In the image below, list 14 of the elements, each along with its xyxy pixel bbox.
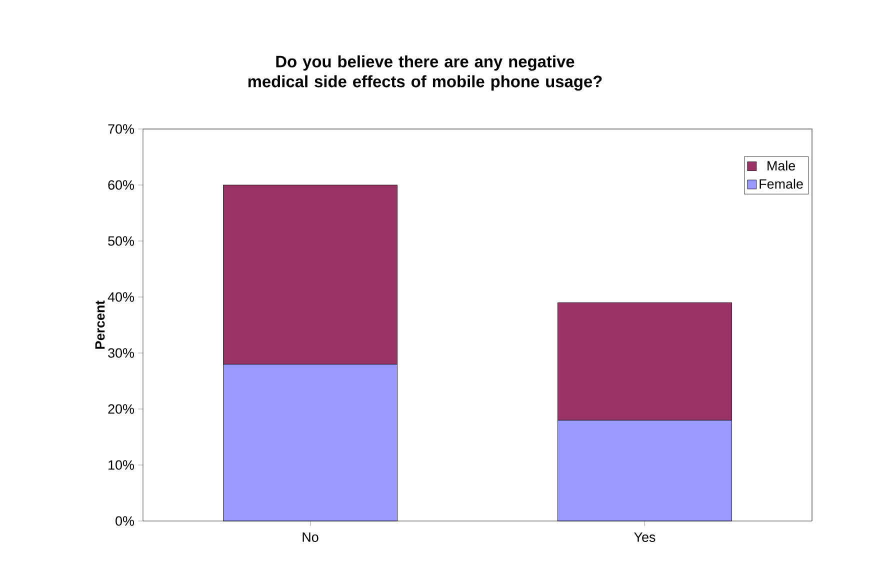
y-tick-label: 60% xyxy=(108,180,134,190)
x-tick-label: Yes xyxy=(634,532,656,542)
y-axis-title: Percent xyxy=(95,300,105,349)
y-tick-label: 0% xyxy=(116,516,134,526)
y-tick-label: 10% xyxy=(108,460,134,470)
y-tick-label: 40% xyxy=(108,292,134,302)
legend-label: Male xyxy=(768,160,796,170)
y-tick-label: 50% xyxy=(108,236,134,246)
y-tick-label: 30% xyxy=(108,348,134,358)
y-tick-label: 70% xyxy=(108,124,134,134)
x-tick-label: No xyxy=(302,532,318,542)
legend-label: Female xyxy=(760,178,803,189)
chart-title: Do you believe there are any negative medical side effects of mobile phone usage? xyxy=(248,55,602,91)
y-tick-label: 20% xyxy=(108,404,134,414)
